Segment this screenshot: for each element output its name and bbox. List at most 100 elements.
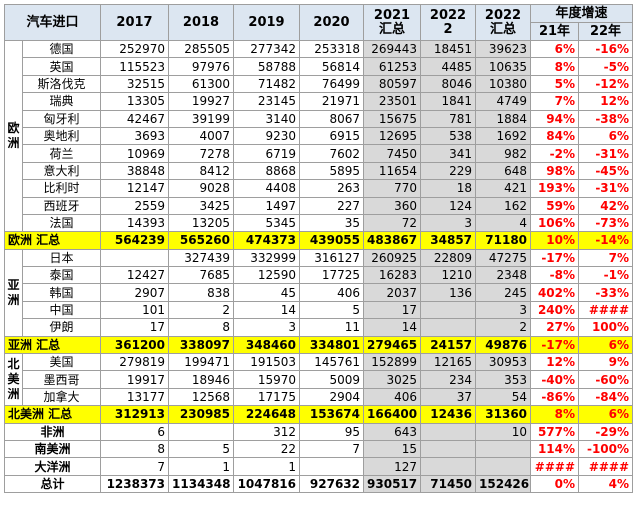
value-cell: 14393 <box>100 213 170 233</box>
value-cell: 565260 <box>168 231 235 250</box>
subtotal-name: 亚洲 汇总 <box>3 335 102 355</box>
value-cell: 279819 <box>100 353 170 372</box>
data-row: 韩国 2907 838 45 406 2037 136 245 402% -33% <box>5 283 634 302</box>
value-cell: 260925 <box>363 248 422 268</box>
country-name: 中国 <box>21 300 102 320</box>
value-cell: 11 <box>299 318 365 337</box>
subtotal-name: 北美洲 汇总 <box>3 405 102 424</box>
growth-cell: 5% <box>530 74 580 94</box>
data-row: 非洲 6 312 95 643 10 577% -29% <box>3 422 634 441</box>
country-name: 英国 <box>21 57 102 76</box>
growth-cell: 193% <box>530 179 580 198</box>
empty-cell <box>420 318 477 337</box>
value-cell: 7450 <box>363 144 422 163</box>
value-cell: 72 <box>363 213 422 233</box>
value-cell: 38848 <box>100 161 170 181</box>
value-cell: 49876 <box>475 335 532 355</box>
value-cell: 17725 <box>299 266 365 285</box>
country-name: 西班牙 <box>21 196 102 215</box>
value-cell: 30953 <box>475 353 532 372</box>
value-cell: 277342 <box>233 39 301 59</box>
value-cell: 22809 <box>420 248 477 268</box>
value-cell: 71180 <box>475 231 532 250</box>
country-name: 美国 <box>21 353 102 372</box>
country-name: 奥地利 <box>21 126 102 146</box>
subtotal-row: 欧洲 汇总 564239 565260 474373 439055 483867 34857… <box>3 231 634 250</box>
header-year: 2022 2 <box>420 4 477 41</box>
growth-cell: 114% <box>530 439 580 459</box>
growth-cell: 100% <box>578 318 634 337</box>
value-cell: 24157 <box>420 335 477 355</box>
value-cell: 1692 <box>475 126 532 146</box>
value-cell: 34857 <box>420 231 477 250</box>
total-row: 总计 1238373 1134348 1047816 927632 930517 71450… <box>3 474 634 494</box>
country-name: 泰国 <box>21 266 102 285</box>
value-cell: 127 <box>363 457 422 476</box>
data-row: 大洋洲 7 1 1 127 #### #### <box>3 457 634 476</box>
header-year: 2019 <box>233 4 301 41</box>
value-cell: 9230 <box>233 126 301 146</box>
empty-cell <box>299 457 365 476</box>
value-cell: 6719 <box>233 144 301 163</box>
value-cell: 152899 <box>363 353 422 372</box>
value-cell: 3 <box>420 213 477 233</box>
data-row: 匈牙利 42467 39199 3140 8067 15675 781 1884 94% -38% <box>5 109 634 128</box>
value-cell: 12590 <box>233 266 301 285</box>
growth-cell: -2% <box>530 144 580 163</box>
value-cell: 1210 <box>420 266 477 285</box>
data-row: 北美洲 美国 279819 199471 191503 145761 152899 12165… <box>4 353 634 407</box>
value-cell: 927632 <box>299 474 365 494</box>
value-cell: 14 <box>363 318 422 337</box>
growth-cell: -17% <box>530 335 580 355</box>
value-cell: 54 <box>475 387 532 407</box>
data-row: 法国 14393 13205 5345 35 72 3 4 106% -73% <box>5 213 634 233</box>
value-cell: 5 <box>299 300 365 320</box>
value-cell: 199471 <box>168 353 235 372</box>
value-cell: 7602 <box>299 144 365 163</box>
data-row: 荷兰 10969 7278 6719 7602 7450 341 982 -2% -31% <box>5 144 634 163</box>
subtotal-name: 欧洲 汇总 <box>3 231 102 250</box>
growth-cell: -29% <box>578 422 634 441</box>
value-cell: 252970 <box>100 39 170 59</box>
value-cell: 2 <box>168 300 235 320</box>
header-title: 汽车进口 <box>3 4 102 41</box>
value-cell: 166400 <box>363 405 422 424</box>
country-name: 日本 <box>21 248 102 268</box>
value-cell: 15675 <box>363 109 422 128</box>
growth-cell: 8% <box>530 57 580 76</box>
country-name: 加拿大 <box>21 387 102 407</box>
country-name: 法国 <box>21 213 102 233</box>
value-cell: 145761 <box>299 353 365 372</box>
value-cell: 3425 <box>168 196 235 215</box>
value-cell: 5 <box>168 439 235 459</box>
country-name: 墨西哥 <box>21 370 102 389</box>
data-row: 意大利 38848 8412 8868 5895 11654 229 648 98% -45% <box>5 161 634 181</box>
value-cell: 406 <box>299 283 365 302</box>
value-cell: 1134348 <box>168 474 235 494</box>
header-growth-year: 21年 <box>530 22 580 41</box>
value-cell: 61300 <box>168 74 235 94</box>
value-cell: 781 <box>420 109 477 128</box>
growth-cell: -33% <box>578 283 634 302</box>
value-cell: 770 <box>363 179 422 198</box>
value-cell: 17 <box>363 300 422 320</box>
value-cell: 982 <box>475 144 532 163</box>
value-cell: 312913 <box>100 405 170 424</box>
value-cell: 22 <box>233 439 301 459</box>
header-year: 2022 汇总 <box>475 4 532 41</box>
growth-cell: 6% <box>578 335 634 355</box>
value-cell: 5009 <box>299 370 365 389</box>
growth-cell: 9% <box>578 353 634 372</box>
value-cell: 8 <box>168 318 235 337</box>
value-cell: 234 <box>420 370 477 389</box>
growth-cell: -86% <box>530 387 580 407</box>
import-table: 汽车进口 2017 2018 2019 2020 2021 汇总 2022 2 2022 汇总… <box>3 4 634 494</box>
growth-cell: -14% <box>578 231 634 250</box>
value-cell: 474373 <box>233 231 301 250</box>
value-cell: 17 <box>100 318 170 337</box>
growth-cell: 84% <box>530 126 580 146</box>
country-name: 伊朗 <box>21 318 102 337</box>
value-cell: 97976 <box>168 57 235 76</box>
empty-cell <box>100 248 170 268</box>
value-cell: 312 <box>233 422 301 441</box>
